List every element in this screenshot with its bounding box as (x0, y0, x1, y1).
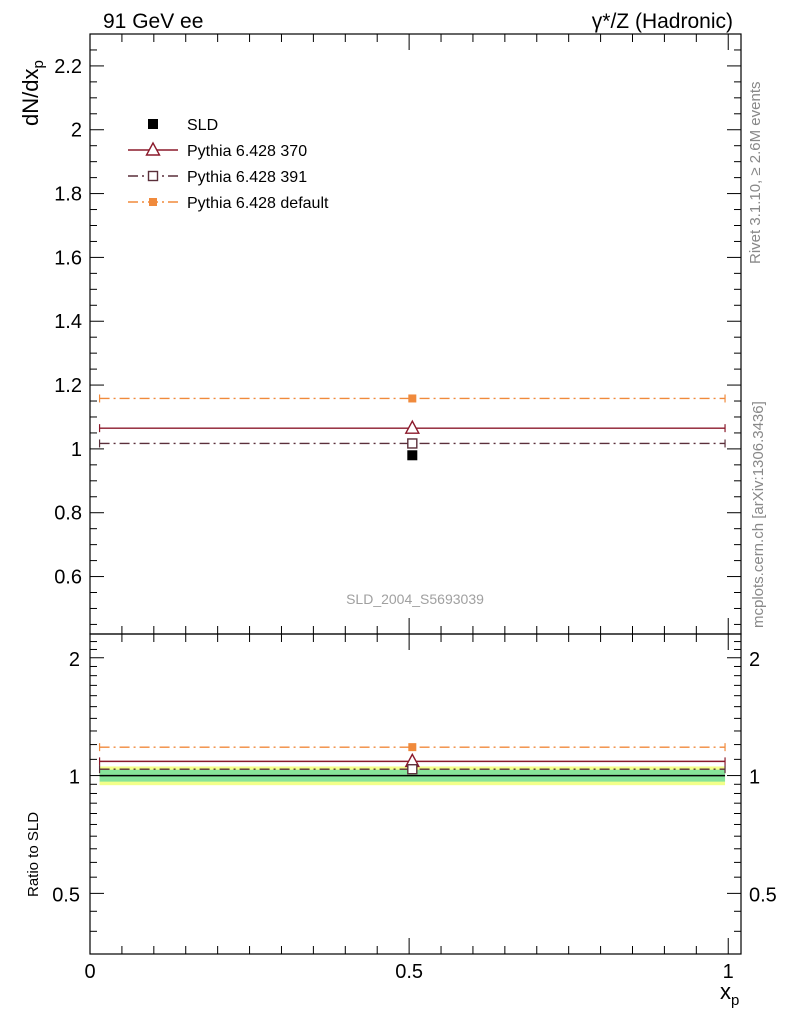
main-ytick-label: 1.2 (54, 375, 82, 397)
ratio-y-ticks: 0.5 0.5 1 1 2 2 (52, 633, 777, 932)
legend-marker-2 (147, 170, 159, 182)
main-y-ticks: 0.6 0.8 1 1.2 1.4 1.6 1.8 2 2.2 (54, 49, 741, 625)
x-tick-label: 0 (84, 961, 95, 983)
ratio-ytick-label-right: 0.5 (749, 884, 777, 906)
main-ytick-label: 1.6 (54, 247, 82, 269)
main-series-marker-3 (408, 394, 417, 403)
legend-label-0: SLD (187, 117, 218, 134)
main-ytick-label: 2.2 (54, 56, 82, 78)
ratio-ytick-label-left: 0.5 (52, 884, 80, 906)
ratio-series-marker-1 (407, 764, 418, 775)
x-ticks: 0 0.5 1 (84, 34, 734, 983)
main-ytick-label: 0.6 (54, 567, 82, 589)
x-axis-label: xp (720, 979, 739, 1009)
legend-marker-3 (149, 198, 157, 206)
ratio-uncertainty-bands (99, 766, 726, 786)
main-ytick-label: 1.4 (54, 311, 82, 333)
legend: SLD Pythia 6.428 370 Pythia 6.428 391 Pythi… (128, 117, 329, 212)
ratio-y-axis-label: Ratio to SLD (25, 812, 42, 897)
main-series-marker-0 (407, 450, 418, 461)
ratio-ytick-label-right: 2 (749, 649, 760, 671)
main-y-axis-label-sub: p (30, 60, 47, 68)
ratio-series-group (98, 743, 726, 775)
main-y-axis-label-main: dN/dx (18, 69, 43, 126)
legend-label-3: Pythia 6.428 default (187, 195, 329, 212)
main-series-marker-1 (404, 419, 420, 434)
main-ytick-label: 2 (71, 120, 82, 142)
ratio-plot-frame (89, 633, 742, 955)
analysis-label: SLD_2004_S5693039 (346, 591, 484, 607)
top-left-label: 91 GeV ee (103, 10, 203, 33)
rivet-label: Rivet 3.1.10, ≥ 2.6M events (747, 82, 764, 265)
main-series-marker-2 (407, 438, 418, 449)
legend-label-1: Pythia 6.428 370 (187, 143, 307, 160)
ratio-ytick-label-right: 1 (749, 767, 760, 789)
x-tick-label: 0.5 (395, 961, 423, 983)
main-ytick-label: 1.8 (54, 184, 82, 206)
top-right-label: γ*/Z (Hadronic) (592, 10, 733, 33)
main-ytick-label: 1 (71, 439, 82, 461)
x-axis-label-sub: p (731, 992, 739, 1009)
ratio-ytick-label-left: 2 (69, 649, 80, 671)
legend-marker-0 (148, 119, 158, 129)
main-series-group (98, 394, 726, 461)
ratio-ytick-label-left: 1 (69, 767, 80, 789)
legend-marker-1 (145, 141, 161, 156)
main-ytick-label: 0.8 (54, 503, 82, 525)
mcplots-label: mcplots.cern.ch [arXiv:1306.3436] (750, 401, 767, 628)
main-y-axis-label: dN/dxp (18, 60, 47, 126)
x-tick-label: 1 (723, 961, 734, 983)
legend-label-2: Pythia 6.428 391 (187, 169, 307, 186)
x-axis-label-main: x (720, 979, 731, 1004)
ratio-series-marker-2 (408, 743, 417, 752)
